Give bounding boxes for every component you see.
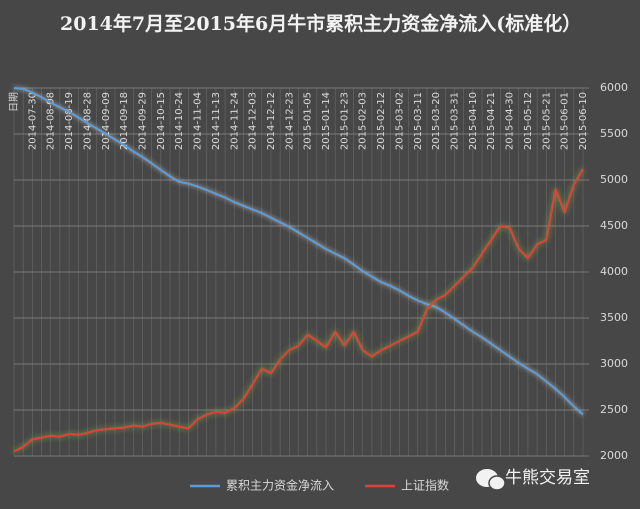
series-line [13,87,584,416]
x-tick-label: 2014-12-23 [284,92,295,150]
x-tick-label: 2015-05-12 [523,92,534,150]
y-tick-label: 5500 [600,127,628,140]
x-tick-label: 2015-02-12 [376,92,387,150]
y-tick-label: 3500 [600,311,628,324]
x-tick-label: 2015-04-21 [486,92,497,150]
x-tick-label: 2014-12-03 [248,92,259,150]
x-tick-label: 2015-06-01 [560,92,571,150]
x-tick-label: 2015-06-10 [578,92,589,150]
x-tick-label: 2014-11-24 [229,92,240,150]
y-tick-label: 4500 [600,219,628,232]
x-tick-label: 2014-09-18 [119,92,130,150]
y-tick-label: 5000 [600,173,628,186]
legend-label: 累积主力资金净流入 [226,478,334,493]
x-tick-label: 2015-02-03 [358,92,369,150]
x-tick-label: 2014-07-30 [27,92,38,150]
x-tick-label: 2014-08-28 [82,92,93,150]
x-tick-label: 2015-01-23 [339,92,350,150]
x-tick-label: 2015-04-10 [468,92,479,150]
x-tick-label: 2014-08-19 [64,92,75,150]
series-line [13,168,584,453]
x-tick-label: 2014-10-15 [156,92,167,150]
y-tick-label: 4000 [600,265,628,278]
x-tick-label: 2014-10-24 [174,92,185,150]
x-tick-label: 2015-05-21 [541,92,552,150]
x-tick-label: 2014-11-04 [193,92,204,150]
x-tick-label: 2015-03-20 [431,92,442,150]
y-tick-label: 2500 [600,403,628,416]
grid [13,87,589,457]
watermark: 牛熊交易室 [505,468,590,488]
x-tick-label: 2014-08-08 [46,92,57,150]
y-tick-label: 3000 [600,357,628,370]
x-tick-label: 日期 [8,92,20,112]
x-tick-label: 2015-03-11 [413,92,424,150]
legend-label: 上证指数 [401,478,449,493]
x-tick-label: 2015-03-02 [394,92,405,150]
y-tick-label: 6000 [600,81,628,94]
x-tick-label: 2015-03-31 [450,92,461,150]
watermark-icon [476,469,506,491]
y-tick-label: 2000 [600,449,628,462]
x-tick-label: 2015-01-14 [321,92,332,150]
x-tick-label: 2014-09-09 [101,92,112,150]
x-tick-label: 2015-04-30 [505,92,516,150]
x-tick-label: 2015-01-05 [303,92,314,150]
chart-title: 2014年7月至2015年6月牛市累积主力资金净流入(标准化） [60,13,582,35]
x-tick-label: 2014-09-29 [137,92,148,150]
x-tick-label: 2014-12-12 [266,92,277,150]
x-tick-label: 2014-11-13 [211,92,222,150]
